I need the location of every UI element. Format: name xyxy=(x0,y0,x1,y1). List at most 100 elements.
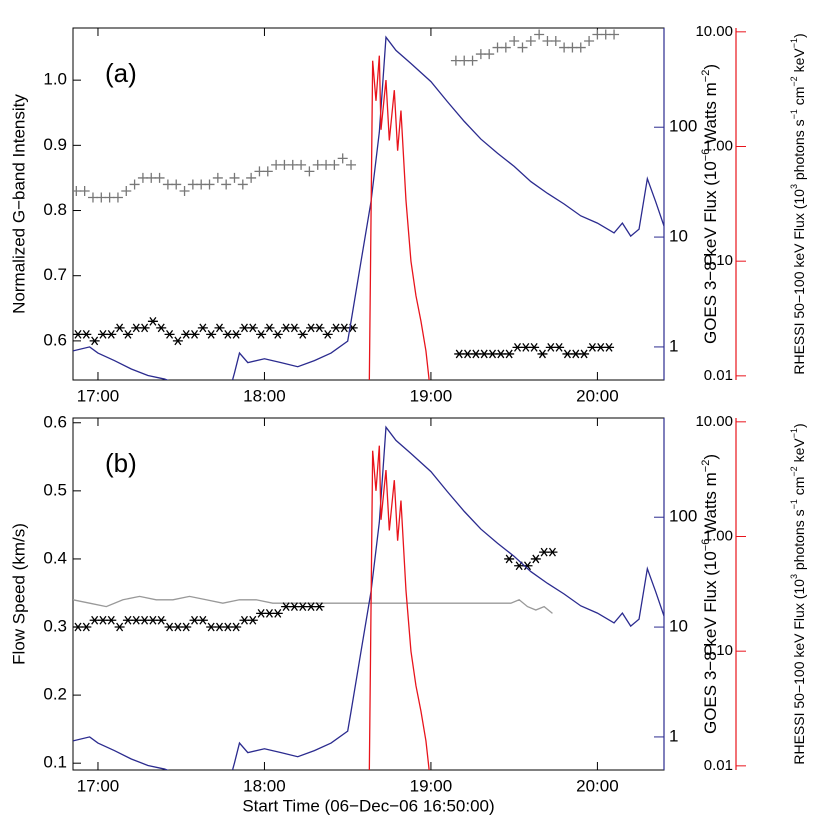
plus-marker xyxy=(346,159,357,170)
x-tick-label: 18:00 xyxy=(243,776,286,795)
asterisk-marker xyxy=(256,329,267,339)
y-tick-label: 0.8 xyxy=(43,200,67,219)
asterisk-marker xyxy=(89,336,100,346)
y2-axis-label-part: −2 xyxy=(700,460,712,473)
y3-axis-label-part: cm xyxy=(791,87,807,110)
y-tick-label: 0.5 xyxy=(43,480,67,499)
x-tick-label: 17:00 xyxy=(77,386,120,405)
asterisk-marker xyxy=(214,323,225,333)
asterisk-marker xyxy=(206,329,217,339)
y2-tick-label: 1 xyxy=(669,726,678,745)
asterisk-marker xyxy=(314,602,325,611)
plus-marker xyxy=(337,153,348,164)
asterisk-marker xyxy=(537,349,548,359)
plus-marker xyxy=(609,29,620,40)
y-tick-label: 0.7 xyxy=(43,265,67,284)
plus-marker xyxy=(329,159,340,170)
asterisk-marker xyxy=(156,323,167,333)
asterisk-marker xyxy=(247,323,258,333)
plus-marker xyxy=(79,185,90,196)
x-tick-label: 19:00 xyxy=(410,776,453,795)
asterisk-marker xyxy=(197,615,208,625)
y3-axis-label-part: RHESSI 50−100 keV Flux (10 xyxy=(791,579,807,765)
y2-axis-label-part: −6 xyxy=(700,539,712,552)
asterisk-marker xyxy=(122,329,133,339)
x-tick-label: 20:00 xyxy=(576,386,619,405)
asterisk-marker xyxy=(114,622,125,632)
plus-marker xyxy=(154,172,165,183)
asterisk-marker xyxy=(547,547,558,557)
y3-tick-label: 1.00 xyxy=(704,527,733,544)
y2-tick-label: 100 xyxy=(669,117,697,136)
y-tick-label: 0.2 xyxy=(43,685,67,704)
plus-marker xyxy=(550,36,561,47)
plus-marker xyxy=(500,42,511,53)
asterisk-marker xyxy=(81,329,92,339)
data-line xyxy=(73,35,664,380)
asterisk-marker xyxy=(529,343,540,352)
y3-axis-label-part: keV xyxy=(791,438,807,467)
y2-axis-label-part: GOES 3−8 keV Flux (10 xyxy=(701,551,720,734)
y3-axis-label: RHESSI 50−100 keV Flux (103 photons s−1 … xyxy=(789,33,806,374)
plus-marker xyxy=(246,172,257,183)
asterisk-marker xyxy=(231,622,242,632)
plus-marker xyxy=(509,36,520,47)
asterisk-marker xyxy=(181,622,192,632)
y2-tick-label: 1 xyxy=(669,336,678,355)
y3-axis-label-part: −2 xyxy=(789,466,799,476)
plus-marker xyxy=(171,179,182,190)
asterisk-marker xyxy=(272,609,283,618)
y-tick-label: 0.1 xyxy=(43,753,67,772)
asterisk-marker xyxy=(314,323,325,333)
plot-area xyxy=(73,29,664,380)
asterisk-marker xyxy=(197,323,208,333)
asterisk-marker xyxy=(189,329,200,339)
y3-axis-label-part: photons s xyxy=(791,509,807,574)
plus-marker xyxy=(484,49,495,60)
y-axis-label: Flow Speed (km/s) xyxy=(9,523,28,665)
asterisk-marker xyxy=(172,336,183,346)
y2-axis-label-part: Watts m xyxy=(701,82,720,148)
y3-tick-label: 0.10 xyxy=(704,642,733,659)
y-tick-label: 0.6 xyxy=(43,412,67,431)
y3-axis-label-part: −1 xyxy=(789,499,799,509)
y2-axis-label-part: ) xyxy=(701,64,720,70)
asterisk-marker xyxy=(81,622,92,632)
asterisk-marker xyxy=(504,554,515,564)
data-line xyxy=(368,445,430,770)
y2-axis-label: GOES 3−8 keV Flux (10−6 Watts m−2) xyxy=(700,64,721,344)
plus-marker xyxy=(212,172,223,183)
y2-axis-label-part: ) xyxy=(701,454,720,460)
data-line xyxy=(73,595,553,614)
y3-tick-label: 0.01 xyxy=(704,367,733,384)
y3-tick-label: 0.10 xyxy=(704,252,733,269)
y-axis-label: Normalized G−band Intensity xyxy=(9,94,28,314)
y3-axis-label-part: −1 xyxy=(789,428,799,438)
y3-axis-label-part: cm xyxy=(791,477,807,500)
x-tick-label: 19:00 xyxy=(410,386,453,405)
asterisk-marker xyxy=(604,343,615,352)
asterisk-marker xyxy=(579,349,590,359)
data-line xyxy=(368,55,430,380)
asterisk-marker xyxy=(530,554,541,564)
asterisk-marker xyxy=(272,329,283,339)
y3-tick-label: 1.00 xyxy=(704,137,733,154)
asterisk-marker xyxy=(106,329,117,339)
asterisk-marker xyxy=(264,323,275,333)
asterisk-marker xyxy=(289,323,300,333)
x-tick-label: 18:00 xyxy=(243,386,286,405)
x-axis-label: Start Time (06−Dec−06 16:50:00) xyxy=(242,796,494,815)
y2-axis-label: GOES 3−8 keV Flux (10−6 Watts m−2) xyxy=(700,454,721,734)
y3-tick-label: 0.01 xyxy=(704,757,733,774)
y-tick-label: 0.3 xyxy=(43,617,67,636)
y3-axis-label-part: 3 xyxy=(789,574,799,579)
plus-marker xyxy=(534,29,545,40)
x-tick-label: 17:00 xyxy=(77,776,120,795)
y2-tick-label: 10 xyxy=(669,227,688,246)
x-tick-label: 20:00 xyxy=(576,776,619,795)
asterisk-marker xyxy=(156,615,167,625)
y3-axis-label-part: ) xyxy=(791,33,807,38)
y2-axis-label-part: −6 xyxy=(700,149,712,162)
y3-axis-label-part: photons s xyxy=(791,119,807,184)
y-tick-label: 0.6 xyxy=(43,330,67,349)
